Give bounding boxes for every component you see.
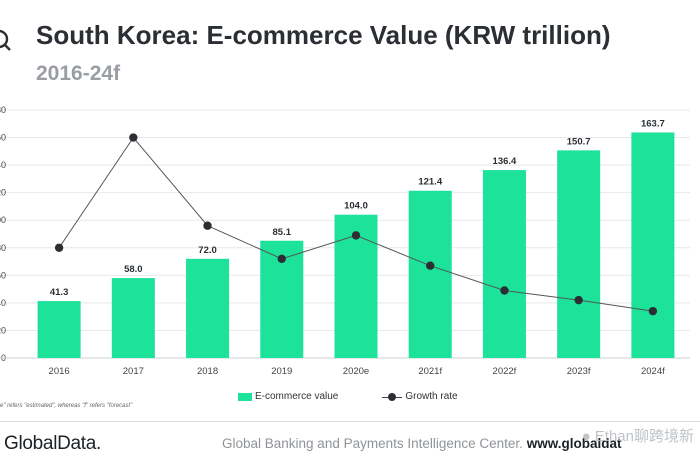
bar <box>557 150 601 358</box>
bar <box>631 132 675 358</box>
watermark-text: Ethan聊跨境新 <box>594 428 694 445</box>
growth-rate-point <box>648 306 658 316</box>
bar <box>37 301 81 358</box>
x-tick-label: 2017 <box>123 366 144 377</box>
y-tick-label: 100 <box>0 215 6 225</box>
data-label: 121.4 <box>418 177 442 188</box>
data-label: 58.0 <box>124 264 143 275</box>
growth-rate-point <box>574 295 583 305</box>
x-tick-label: 2020e <box>343 366 369 377</box>
brand-logo: GlobalData. <box>4 433 102 454</box>
y-tick-label: 140 <box>0 160 6 170</box>
x-tick-label: 2024f <box>641 366 665 377</box>
data-label: 104.0 <box>344 201 368 212</box>
y-tick-label: 20 <box>0 325 6 335</box>
ecommerce-chart: 02040608010012014016018041.3201658.02017… <box>0 105 690 377</box>
growth-rate-point <box>203 221 212 230</box>
x-tick-label: 2019 <box>271 366 292 377</box>
y-tick-label: 120 <box>0 188 6 198</box>
x-tick-label: 2016 <box>49 366 70 377</box>
growth-rate-point <box>500 286 509 295</box>
footer-credit-text: Global Banking and Payments Intelligence… <box>222 436 523 451</box>
y-tick-label: 80 <box>0 243 6 253</box>
y-tick-label: 40 <box>0 298 6 308</box>
data-label: 41.3 <box>50 287 69 298</box>
legend-bar-label: E-commerce value <box>255 391 339 402</box>
chart-legend: E-commerce value Growth rate <box>238 391 458 402</box>
y-tick-label: 160 <box>0 133 6 143</box>
y-tick-label: 180 <box>0 105 6 115</box>
footnote: e" refers "estimated", whereas "f" refer… <box>0 403 133 409</box>
data-label: 163.7 <box>641 118 665 129</box>
growth-rate-point <box>277 254 286 263</box>
data-label: 150.7 <box>567 136 591 147</box>
watermark: ● Ethan聊跨境新 <box>582 425 694 446</box>
bar <box>186 258 230 358</box>
legend-line-label: Growth rate <box>405 391 458 402</box>
legend-bar-swatch <box>238 392 252 401</box>
legend-line-swatch <box>382 392 403 401</box>
x-tick-label: 2021f <box>418 366 442 377</box>
x-tick-label: 2022f <box>493 366 517 377</box>
legend-item-ecommerce: E-commerce value <box>238 391 338 402</box>
growth-rate-point <box>426 261 435 270</box>
data-label: 72.0 <box>198 245 217 256</box>
legend-item-growth: Growth rate <box>382 391 458 402</box>
footer-link[interactable]: www.globaldat <box>526 436 622 451</box>
bar <box>482 170 526 358</box>
data-label: 85.1 <box>273 227 292 238</box>
footer-credit: Global Banking and Payments Intelligence… <box>222 436 621 451</box>
bar <box>111 278 155 358</box>
magnifier-icon <box>0 29 11 51</box>
growth-rate-point <box>351 231 361 240</box>
y-tick-label: 60 <box>0 270 6 280</box>
x-tick-label: 2023f <box>567 366 591 377</box>
growth-rate-point <box>54 243 64 252</box>
page-subtitle: 2016-24f <box>36 62 121 85</box>
x-tick-label: 2018 <box>197 366 218 377</box>
bar <box>408 190 452 358</box>
wechat-icon: ● <box>581 428 591 445</box>
data-label: 136.4 <box>493 156 517 167</box>
footer-divider <box>0 421 700 422</box>
page-title: South Korea: E-commerce Value (KRW trill… <box>36 20 611 50</box>
growth-rate-point <box>129 133 138 142</box>
